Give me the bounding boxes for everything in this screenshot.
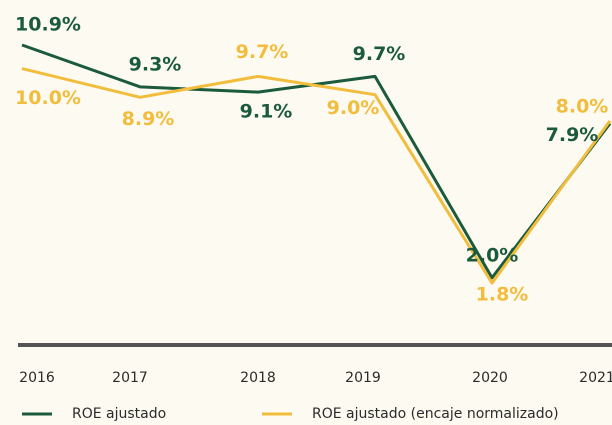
- data-label: 2.0%: [466, 244, 519, 266]
- data-label: 1.8%: [476, 284, 529, 306]
- data-label: 9.0%: [327, 97, 380, 119]
- x-tick-label: 2021: [579, 370, 612, 386]
- legend-label: ROE ajustado (encaje normalizado): [312, 406, 559, 422]
- legend-label: ROE ajustado: [72, 406, 166, 422]
- data-label: 9.3%: [129, 53, 182, 75]
- x-tick-label: 2019: [345, 370, 381, 386]
- data-label: 10.0%: [15, 87, 81, 109]
- line-series: [21, 67, 612, 285]
- x-tick-label: 2017: [112, 370, 148, 386]
- data-label: 8.0%: [556, 95, 609, 117]
- data-label: 8.9%: [122, 108, 175, 130]
- x-tick-label: 2018: [240, 370, 276, 386]
- data-label: 10.9%: [15, 14, 81, 36]
- data-label: 9.7%: [236, 41, 289, 63]
- x-tick-label: 2016: [19, 370, 55, 386]
- data-label: 7.9%: [546, 124, 599, 146]
- x-tick-label: 2020: [472, 370, 508, 386]
- data-label: 9.1%: [240, 101, 293, 123]
- data-label: 9.7%: [353, 43, 406, 65]
